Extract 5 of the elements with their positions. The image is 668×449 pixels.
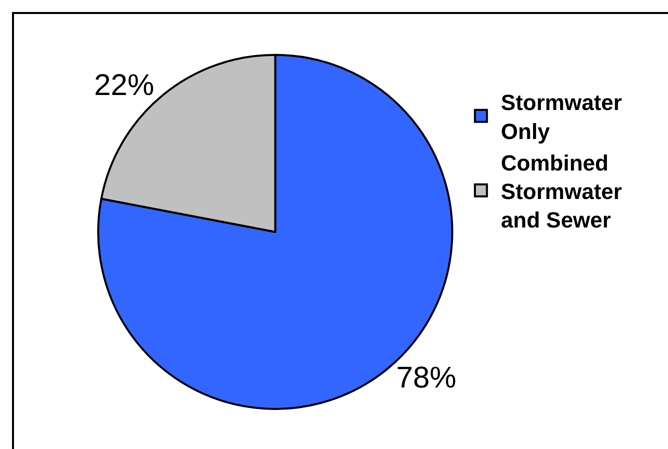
legend-label: Combined Stormwater and Sewer [500, 150, 622, 233]
pie-slice [98, 54, 454, 410]
legend-label: Stormwater Only [500, 90, 622, 144]
data-label: 78% [396, 362, 456, 395]
data-label: 22% [94, 69, 154, 102]
